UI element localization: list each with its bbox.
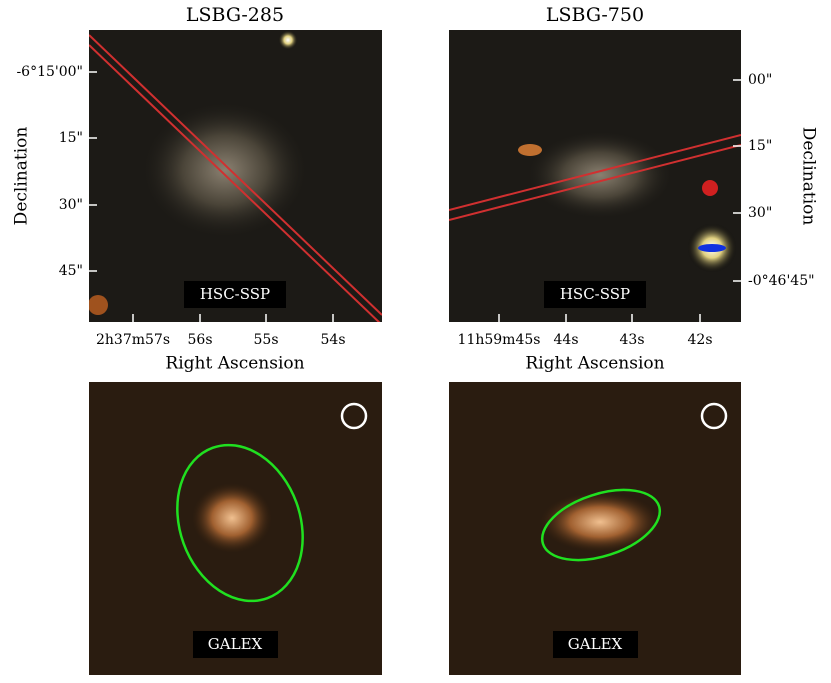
hsc-image xyxy=(449,30,741,322)
y-tick-label: -0°46'45" xyxy=(748,273,815,289)
x-tick-label: 54s xyxy=(321,332,346,348)
galex-image xyxy=(89,382,382,675)
y-tick-label: 30" xyxy=(59,197,83,213)
badge-box xyxy=(193,631,278,658)
ticks xyxy=(498,79,741,322)
y-tick-label: -6°15'00" xyxy=(16,64,83,80)
panel-title: LSBG-750 xyxy=(546,4,644,26)
y-tick-label: 00" xyxy=(748,72,772,88)
badge-box xyxy=(544,281,646,308)
y-tick-label: 30" xyxy=(748,205,772,221)
y-tick-label: 45" xyxy=(59,263,83,279)
x-tick-label: 55s xyxy=(254,332,279,348)
x-axis-label: Right Ascension xyxy=(165,354,304,374)
y-tick-label: 15" xyxy=(748,138,772,154)
x-tick-label: 42s xyxy=(688,332,713,348)
y-axis-label: Declination xyxy=(12,127,32,226)
galex-image xyxy=(449,382,741,675)
x-tick-label: 11h59m45s xyxy=(458,332,541,348)
badge: HSC-SSP xyxy=(200,285,270,303)
badge: HSC-SSP xyxy=(560,285,630,303)
badge-box xyxy=(184,281,286,308)
x-tick-label: 56s xyxy=(188,332,213,348)
x-tick-label: 2h37m57s xyxy=(96,332,170,348)
ticks xyxy=(89,71,334,322)
y-axis-label: Declination xyxy=(799,127,819,226)
badge: GALEX xyxy=(208,635,263,653)
x-tick-label: 44s xyxy=(554,332,579,348)
y-tick-label: 15" xyxy=(59,130,83,146)
hsc-image xyxy=(89,30,382,322)
x-tick-label: 43s xyxy=(620,332,645,348)
x-axis-label: Right Ascension xyxy=(525,354,664,374)
panel-title: LSBG-285 xyxy=(186,4,284,26)
badge-box xyxy=(553,631,638,658)
badge: GALEX xyxy=(568,635,623,653)
